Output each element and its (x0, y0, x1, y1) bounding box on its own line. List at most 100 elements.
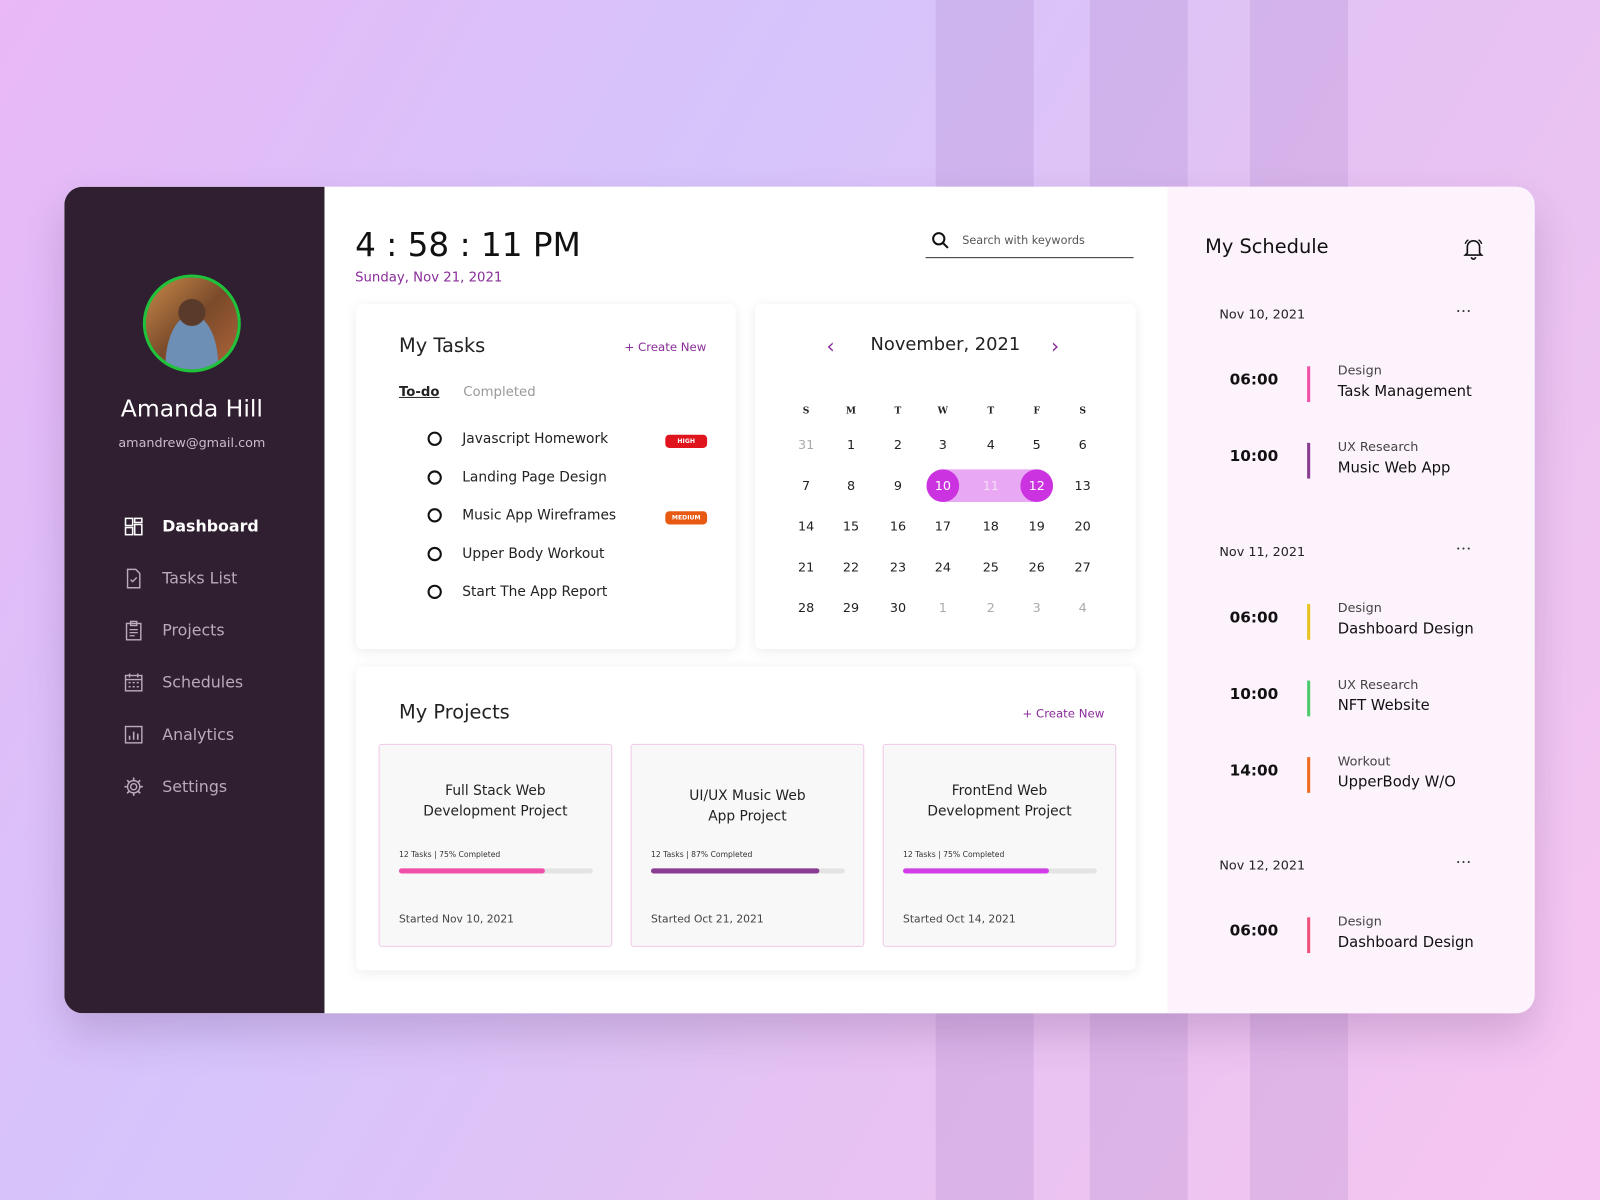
schedule-title: My Schedule (1205, 235, 1329, 259)
schedule-date: Nov 12, 2021 (1219, 857, 1306, 873)
calendar-day[interactable]: 8 (846, 477, 856, 493)
dashboard-grid-icon (124, 517, 143, 536)
task-checkbox[interactable] (427, 546, 442, 561)
calendar-day[interactable]: 23 (889, 559, 907, 575)
sidebar-item-dashboard[interactable]: Dashboard (123, 513, 259, 540)
calendar-day[interactable]: 5 (1032, 436, 1041, 453)
gear-icon (124, 777, 143, 796)
calendar-day[interactable]: 7 (802, 477, 811, 493)
task-item[interactable]: Landing Page Design (427, 469, 714, 485)
calendar-day[interactable]: 26 (1028, 559, 1045, 575)
tab-todo[interactable]: To-do (398, 384, 440, 400)
calendar-day[interactable]: 9 (893, 477, 903, 493)
calendar-day[interactable]: 18 (982, 518, 999, 534)
calendar-day[interactable]: 14 (798, 518, 815, 534)
event-color-bar (1307, 366, 1311, 403)
calendar-day[interactable]: 2 (986, 599, 995, 616)
task-item[interactable]: Javascript Homework HIGH (427, 431, 714, 448)
task-checkbox[interactable] (427, 584, 442, 599)
event-name[interactable]: Task Management (1337, 383, 1472, 400)
calendar-day[interactable]: 19 (1028, 518, 1045, 534)
create-project-button[interactable]: + Create New (1022, 706, 1105, 721)
task-item[interactable]: Start The App Report (427, 584, 714, 600)
event-name[interactable]: Music Web App (1337, 460, 1451, 477)
project-start-date: Started Oct 14, 2021 (903, 913, 1016, 926)
sidebar-item-schedules[interactable]: Schedules (123, 669, 243, 696)
calendar-day[interactable]: 30 (889, 599, 907, 616)
event-name[interactable]: Dashboard Design (1337, 621, 1474, 638)
calendar-day[interactable]: 25 (982, 559, 999, 575)
calendar-day[interactable]: 17 (934, 518, 951, 534)
calendar-day[interactable]: 21 (798, 559, 815, 575)
calendar-day[interactable]: 12 (1020, 469, 1054, 503)
sidebar: Amanda Hill amandrew@gmail.com Dashboard… (64, 186, 325, 1014)
task-item[interactable]: Upper Body Workout (427, 545, 714, 562)
search-input[interactable] (962, 233, 1126, 247)
sidebar-item-label: Analytics (162, 725, 235, 744)
calendar-day[interactable]: 20 (1074, 518, 1091, 534)
calendar-day[interactable]: 1 (846, 436, 856, 453)
calendar-day[interactable]: 4 (986, 436, 995, 453)
sidebar-item-settings[interactable]: Settings (123, 773, 227, 800)
bell-icon[interactable] (1463, 238, 1484, 260)
calendar-panel: ‹ November, 2021 › S M T W T F S 31 1 2 3 4 5 6 7 8 9 10 1… (755, 304, 1136, 649)
project-card[interactable]: UI/UX Music Web App Project 12 Tasks | 87%… (630, 743, 865, 947)
sidebar-item-tasks-list[interactable]: Tasks List (123, 565, 237, 592)
task-checkbox[interactable] (427, 469, 442, 485)
event-name[interactable]: Dashboard Design (1337, 934, 1474, 952)
calendar-day[interactable]: 28 (798, 599, 815, 616)
calendar-day[interactable]: 24 (934, 559, 951, 575)
more-options-icon[interactable]: ••• (1456, 858, 1472, 867)
more-options-icon[interactable]: ••• (1456, 544, 1472, 554)
calendar-day[interactable]: 16 (889, 518, 907, 534)
tab-completed[interactable]: Completed (463, 384, 536, 400)
calendar-day[interactable]: 2 (893, 436, 903, 453)
more-options-icon[interactable]: ••• (1456, 307, 1472, 316)
prev-month-icon[interactable]: ‹ (826, 333, 835, 359)
event-time: 14:00 (1229, 761, 1279, 780)
sidebar-item-label: Dashboard (162, 517, 259, 536)
calendar-day[interactable]: 15 (842, 518, 860, 534)
weekday-label: T (894, 406, 902, 417)
weekday-label: M (845, 406, 857, 417)
sidebar-item-label: Tasks List (162, 569, 238, 588)
project-progress-bar (398, 868, 593, 874)
sidebar-item-label: Settings (162, 777, 228, 796)
calendar-day[interactable]: 31 (798, 436, 815, 453)
project-card[interactable]: FrontEnd Web Development Project 12 Tasks … (882, 743, 1117, 947)
create-task-button[interactable]: + Create New (624, 339, 707, 355)
calendar-day[interactable]: 22 (842, 559, 860, 575)
calendar-day[interactable]: 27 (1074, 559, 1091, 575)
task-item[interactable]: Music App Wireframes MEDIUM (427, 507, 714, 525)
event-category: Design (1337, 362, 1382, 378)
search-bar[interactable] (925, 223, 1134, 259)
calendar-day[interactable]: 3 (1032, 599, 1041, 616)
project-title-line: Development Project (927, 803, 1072, 820)
event-color-bar (1307, 680, 1311, 717)
calendar-day[interactable]: 3 (938, 436, 947, 453)
project-start-date: Started Nov 10, 2021 (398, 913, 514, 926)
event-time: 10:00 (1229, 684, 1279, 704)
project-progress-fill (398, 868, 545, 874)
task-checkbox[interactable] (427, 508, 442, 523)
sidebar-item-projects[interactable]: Projects (123, 617, 225, 644)
sidebar-item-analytics[interactable]: Analytics (123, 721, 234, 748)
calendar-day[interactable]: 10 (926, 469, 960, 503)
calendar-day[interactable]: 6 (1078, 436, 1087, 453)
weekday-label: S (802, 406, 810, 417)
calendar-day[interactable]: 1 (938, 599, 947, 616)
calendar-day[interactable]: 4 (1078, 599, 1087, 616)
calendar-day[interactable]: 11 (982, 477, 999, 493)
event-name[interactable]: NFT Website (1337, 697, 1430, 715)
next-month-icon[interactable]: › (1051, 333, 1060, 359)
event-name[interactable]: UpperBody W/O (1337, 774, 1456, 791)
task-checkbox[interactable] (427, 431, 442, 446)
calendar-day[interactable]: 13 (1074, 477, 1091, 493)
main-content: 4 : 58 : 11 PM Sunday, Nov 21, 2021 My T… (324, 186, 1168, 1014)
calendar-day[interactable]: 29 (842, 599, 860, 616)
project-card[interactable]: Full Stack Web Development Project 12 Task… (378, 743, 613, 947)
event-category: UX Research (1337, 438, 1419, 455)
user-name: Amanda Hill (120, 395, 263, 423)
avatar[interactable] (142, 274, 241, 373)
